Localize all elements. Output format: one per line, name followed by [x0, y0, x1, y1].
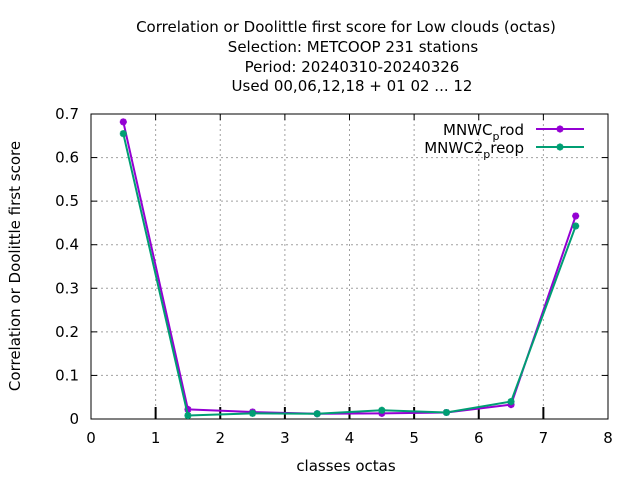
series-1: [119, 118, 580, 418]
legend-label-1-sub: p: [492, 130, 499, 143]
legend-label-2-rest: reop: [490, 139, 524, 157]
y-tick-label: 0.6: [55, 149, 79, 167]
y-tick-labels: 0 0.1 0.2 0.3 0.4 0.5 0.6 0.7: [55, 105, 79, 428]
series-layer: [119, 118, 580, 420]
y-tick-label: 0.3: [55, 279, 79, 297]
data-point: [119, 118, 127, 126]
x-tick-label: 2: [215, 429, 225, 447]
data-point: [184, 405, 192, 413]
title-line-1: Correlation or Doolittle first score for…: [136, 18, 556, 36]
title-line-4: Used 00,06,12,18 + 01 02 ... 12: [232, 77, 473, 95]
y-tick-label: 0.2: [55, 323, 79, 341]
grid: [91, 114, 608, 419]
legend-entry-1: MNWCprod: [443, 121, 584, 143]
data-point: [507, 398, 515, 406]
legend: MNWCprod MNWC2preop: [424, 121, 584, 161]
legend-label-1-main: MNWC: [443, 121, 492, 139]
legend-marker-2: [556, 143, 564, 151]
series-line: [122, 121, 577, 415]
legend-label-2-main: MNWC2: [424, 139, 483, 157]
x-tick-label: 7: [539, 429, 549, 447]
x-axis-label: classes octas: [296, 457, 396, 475]
data-point: [119, 130, 127, 138]
data-point: [442, 408, 450, 416]
legend-label-1-rest: rod: [499, 121, 524, 139]
series-line: [122, 133, 577, 417]
data-point: [249, 409, 257, 417]
data-point: [378, 406, 386, 414]
y-tick-label: 0.5: [55, 192, 79, 210]
title-line-2: Selection: METCOOP 231 stations: [228, 38, 479, 56]
x-tick-label: 0: [86, 429, 96, 447]
legend-label-2-sub: p: [483, 148, 490, 161]
y-axis-label: Correlation or Doolittle first score: [6, 141, 24, 391]
x-tick-label: 4: [345, 429, 355, 447]
data-point: [184, 412, 192, 420]
legend-marker-1: [556, 125, 564, 133]
plot-frame: [90, 113, 609, 420]
y-tick-label: 0.4: [55, 236, 79, 254]
title-line-3: Period: 20240310-20240326: [245, 58, 460, 76]
data-point: [313, 410, 321, 418]
y-tick-label: 0.7: [55, 105, 79, 123]
x-tick-label: 3: [280, 429, 290, 447]
y-tick-label: 0.1: [55, 366, 79, 384]
chart-title: Correlation or Doolittle first score for…: [136, 18, 556, 95]
x-tick-label: 6: [474, 429, 484, 447]
data-point: [572, 222, 580, 230]
x-tick-labels: 0 1 2 3 4 5 6 7 8: [86, 429, 613, 447]
y-tick-label: 0: [69, 410, 79, 428]
x-tick-label: 8: [603, 429, 613, 447]
x-tick-label: 5: [409, 429, 419, 447]
legend-label-1: MNWCprod: [443, 121, 524, 143]
x-tick-label: 1: [151, 429, 161, 447]
legend-label-2: MNWC2preop: [424, 139, 524, 161]
series-2: [119, 130, 580, 420]
legend-entry-2: MNWC2preop: [424, 139, 584, 161]
data-point: [572, 212, 580, 220]
